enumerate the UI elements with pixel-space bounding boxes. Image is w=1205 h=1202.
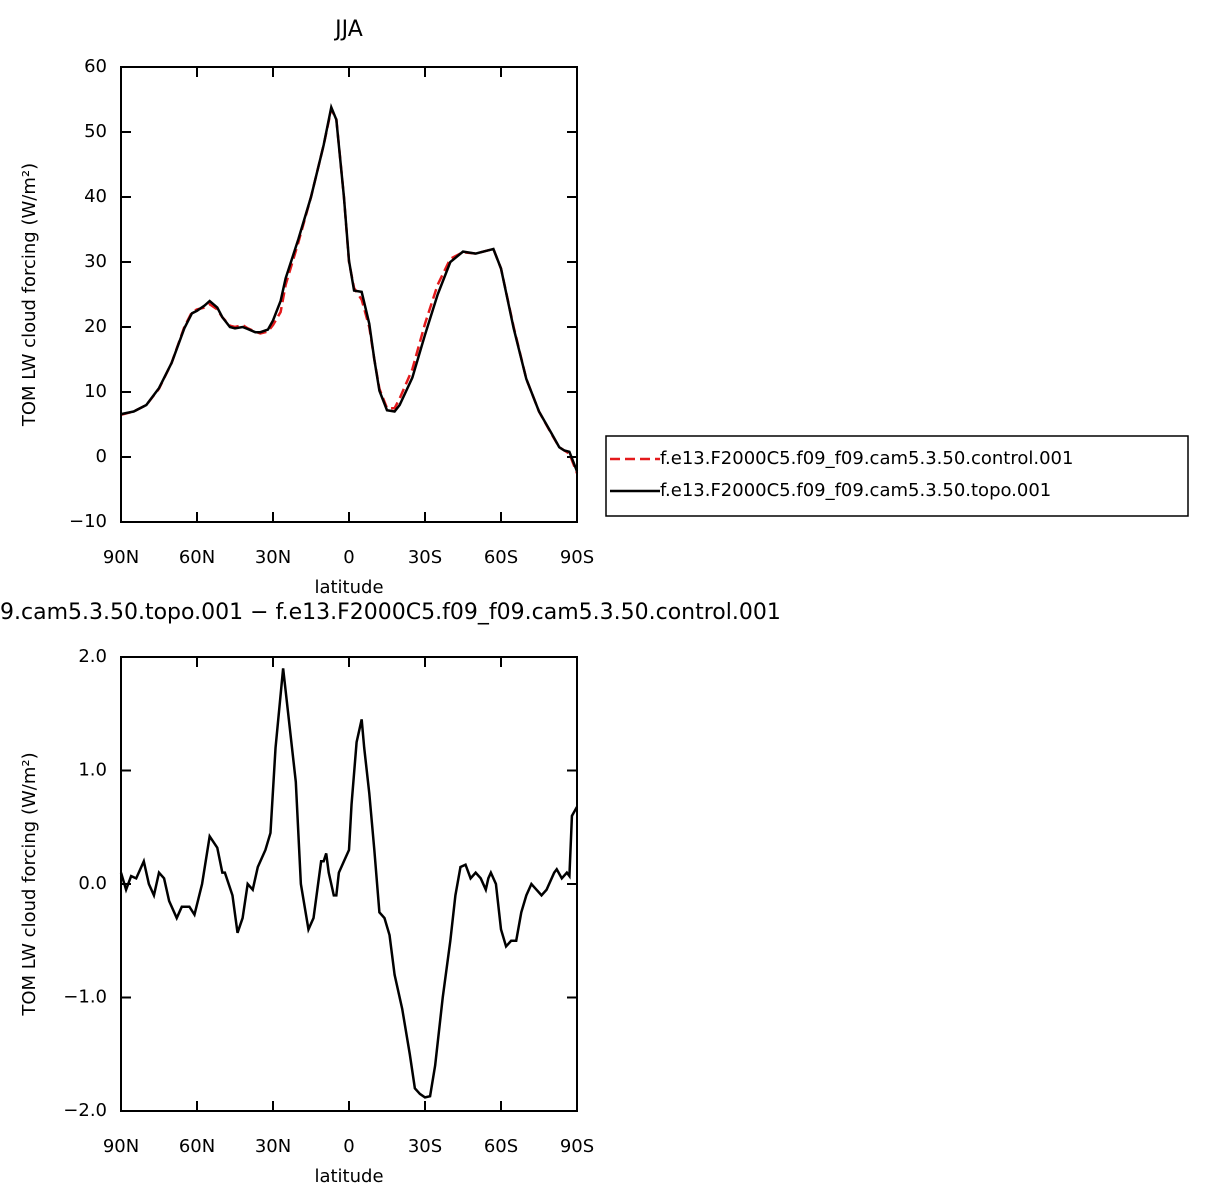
y-tick-label: 50 xyxy=(84,121,107,142)
x-tick-label: 30S xyxy=(408,1136,442,1157)
x-tick-label: 90N xyxy=(103,1136,139,1157)
x-tick-label: 90S xyxy=(560,1136,594,1157)
x-axis-label: latitude xyxy=(314,1166,383,1187)
y-axis-label: TOM LW cloud forcing (W/m²) xyxy=(19,163,40,427)
legend-box xyxy=(605,435,1189,517)
chart-title: JJA xyxy=(333,17,363,42)
y-tick-label: 0.0 xyxy=(78,873,107,894)
line xyxy=(120,105,579,474)
x-axis-label: latitude xyxy=(314,577,383,598)
y-tick-label: 2.0 xyxy=(78,646,107,667)
x-tick-label: 90S xyxy=(560,547,594,568)
chart-title: 9.cam5.3.50.topo.001 − f.e13.F2000C5.f09… xyxy=(0,600,781,625)
y-tick-label: 1.0 xyxy=(78,760,107,781)
x-tick-label: 30N xyxy=(255,1136,291,1157)
x-tick-label: 0 xyxy=(343,1136,354,1157)
y-tick-label: −1.0 xyxy=(63,987,107,1008)
x-tick-label: 30S xyxy=(408,547,442,568)
plot-frame xyxy=(120,66,578,523)
x-tick-label: 30N xyxy=(255,547,291,568)
plot-frame xyxy=(120,656,578,1112)
legend-label: f.e13.F2000C5.f09_f09.cam5.3.50.control.… xyxy=(660,448,1073,469)
y-tick-label: 60 xyxy=(84,56,107,77)
line xyxy=(119,668,579,1099)
x-tick-label: 60S xyxy=(484,547,518,568)
y-tick-label: −10 xyxy=(69,511,107,532)
y-tick-label: 20 xyxy=(84,316,107,337)
x-tick-label: 60N xyxy=(179,1136,215,1157)
x-tick-label: 90N xyxy=(103,547,139,568)
y-axis-label: TOM LW cloud forcing (W/m²) xyxy=(19,752,40,1016)
y-tick-label: 10 xyxy=(84,381,107,402)
y-tick-label: −2.0 xyxy=(63,1100,107,1121)
y-tick-label: 40 xyxy=(84,186,107,207)
y-tick-label: 30 xyxy=(84,251,107,272)
legend-label: f.e13.F2000C5.f09_f09.cam5.3.50.topo.001 xyxy=(660,480,1051,501)
x-tick-label: 60N xyxy=(179,547,215,568)
x-tick-label: 60S xyxy=(484,1136,518,1157)
y-tick-label: 0 xyxy=(96,446,107,467)
x-tick-label: 0 xyxy=(343,547,354,568)
line xyxy=(120,103,579,472)
